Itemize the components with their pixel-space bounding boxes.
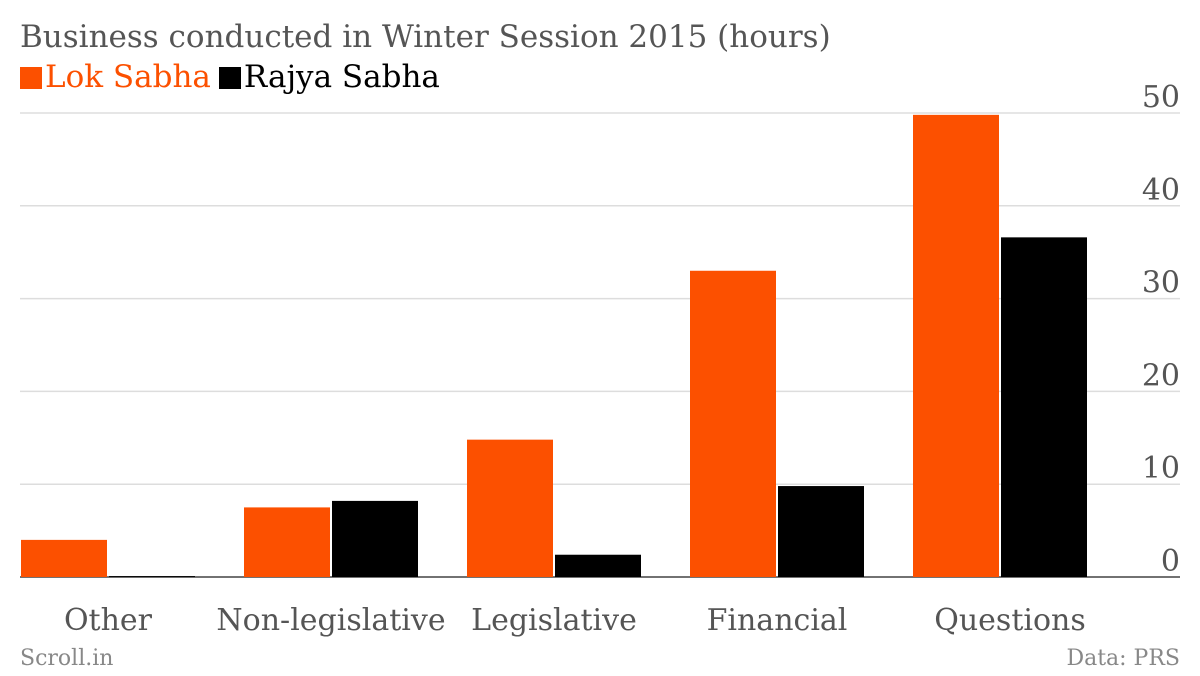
bar-lok-sabha [690, 270, 776, 577]
y-tick-label: 0 [1161, 544, 1180, 579]
x-category-label: Other [64, 603, 153, 638]
footer-source-left: Scroll.in [20, 646, 114, 671]
chart-legend: Lok Sabha Rajya Sabha [20, 62, 448, 93]
bar-rajya-sabha [332, 500, 418, 577]
footer-source-right: Data: PRS [1066, 646, 1180, 671]
y-tick-label: 40 [1142, 173, 1180, 208]
legend-item-rajya-sabha: Rajya Sabha [218, 59, 440, 95]
bar-rajya-sabha [778, 486, 864, 577]
bar-lok-sabha [467, 439, 553, 577]
x-category-label: Legislative [471, 603, 637, 638]
y-tick-label: 50 [1142, 80, 1180, 115]
y-tick-label: 10 [1142, 451, 1180, 486]
bar-rajya-sabha [109, 576, 195, 578]
bar-lok-sabha [21, 539, 107, 577]
bar-rajya-sabha [1001, 237, 1087, 578]
legend-item-lok-sabha: Lok Sabha [20, 62, 211, 93]
y-tick-label: 30 [1142, 266, 1180, 301]
legend-swatch-rajya-sabha [218, 66, 241, 89]
legend-label-rajya-sabha: Rajya Sabha [243, 59, 440, 95]
y-tick-label: 20 [1142, 358, 1180, 393]
chart-title: Business conducted in Winter Session 201… [20, 19, 831, 55]
bar-rajya-sabha [555, 554, 641, 577]
bar-lok-sabha [244, 507, 330, 577]
legend-swatch-lok-sabha [20, 66, 42, 89]
x-category-label: Questions [934, 603, 1086, 638]
bar-lok-sabha [913, 114, 999, 577]
x-category-label: Non-legislative [216, 603, 445, 638]
x-category-label: Financial [707, 603, 848, 638]
legend-label-lok-sabha: Lok Sabha [45, 59, 211, 95]
